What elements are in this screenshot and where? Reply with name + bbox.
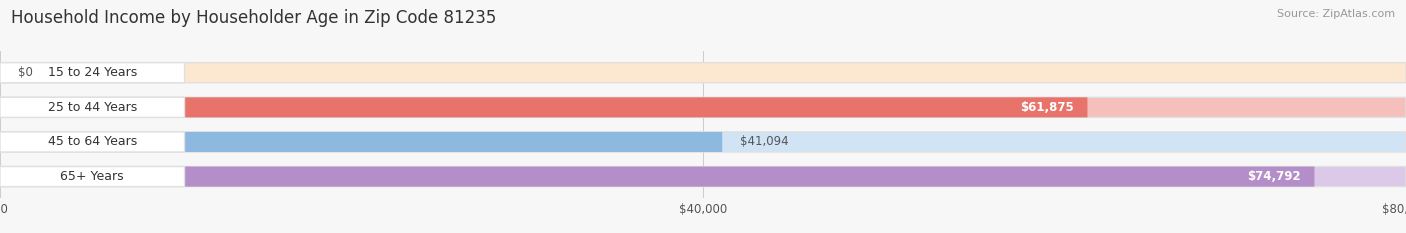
FancyBboxPatch shape: [0, 167, 1406, 187]
Text: 15 to 24 Years: 15 to 24 Years: [48, 66, 136, 79]
Text: $74,792: $74,792: [1247, 170, 1301, 183]
FancyBboxPatch shape: [0, 63, 184, 83]
FancyBboxPatch shape: [0, 167, 1315, 187]
Text: Household Income by Householder Age in Zip Code 81235: Household Income by Householder Age in Z…: [11, 9, 496, 27]
Text: $61,875: $61,875: [1019, 101, 1073, 114]
Text: 65+ Years: 65+ Years: [60, 170, 124, 183]
FancyBboxPatch shape: [0, 97, 184, 117]
FancyBboxPatch shape: [0, 63, 1406, 83]
FancyBboxPatch shape: [0, 132, 723, 152]
Text: Source: ZipAtlas.com: Source: ZipAtlas.com: [1277, 9, 1395, 19]
FancyBboxPatch shape: [0, 167, 184, 187]
Text: $0: $0: [17, 66, 32, 79]
Text: $41,094: $41,094: [740, 135, 789, 148]
FancyBboxPatch shape: [0, 97, 1406, 117]
Text: 45 to 64 Years: 45 to 64 Years: [48, 135, 136, 148]
FancyBboxPatch shape: [0, 132, 184, 152]
Text: 25 to 44 Years: 25 to 44 Years: [48, 101, 136, 114]
FancyBboxPatch shape: [0, 132, 1406, 152]
FancyBboxPatch shape: [0, 97, 1087, 117]
